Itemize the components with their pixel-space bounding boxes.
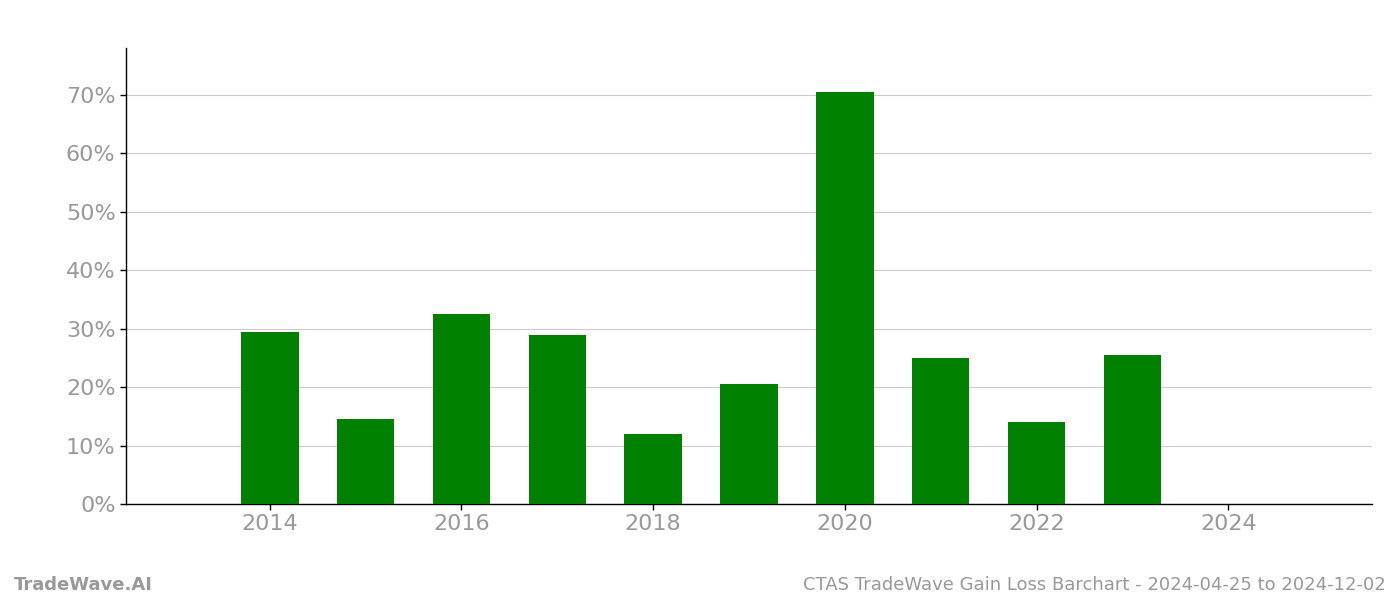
Bar bbox=[1008, 422, 1065, 504]
Bar bbox=[337, 419, 395, 504]
Text: CTAS TradeWave Gain Loss Barchart - 2024-04-25 to 2024-12-02: CTAS TradeWave Gain Loss Barchart - 2024… bbox=[804, 576, 1386, 594]
Text: TradeWave.AI: TradeWave.AI bbox=[14, 576, 153, 594]
Bar bbox=[720, 384, 778, 504]
Bar bbox=[624, 434, 682, 504]
Bar bbox=[816, 92, 874, 504]
Bar bbox=[433, 314, 490, 504]
Bar bbox=[911, 358, 969, 504]
Bar bbox=[529, 335, 587, 504]
Bar bbox=[241, 332, 298, 504]
Bar bbox=[1103, 355, 1161, 504]
